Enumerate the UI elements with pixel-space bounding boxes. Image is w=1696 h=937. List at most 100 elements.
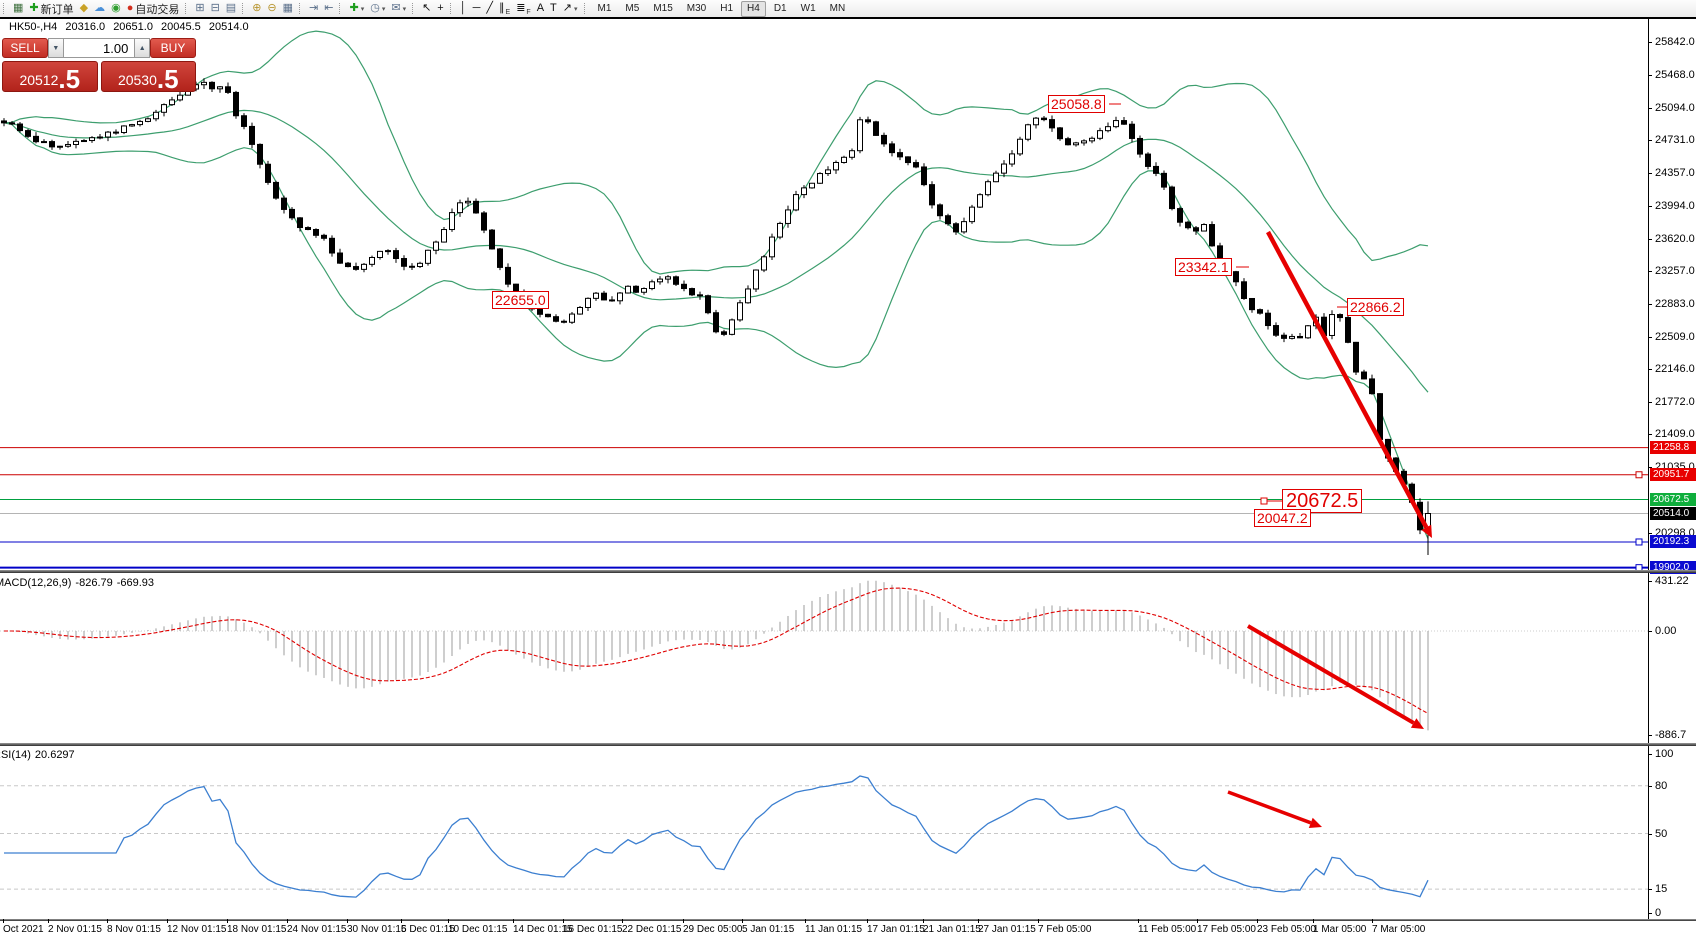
time-axis-tick [1138,919,1139,923]
timeframe-mn[interactable]: MN [829,2,846,14]
high-value: 20651.0 [113,21,153,33]
timeframe-d1[interactable]: D1 [773,2,787,14]
timeframe-m30[interactable]: M30 [686,2,707,14]
price-annotation[interactable]: 22866.2 [1347,298,1404,316]
pane-splitter-rsi[interactable] [0,743,1696,746]
timeframe-w1[interactable]: W1 [800,2,816,14]
zoom-in-icon[interactable]: ⊕ [249,1,264,16]
volume-increase-button[interactable]: ▲ [134,38,151,58]
autotrading-button[interactable]: ● 自动交易 [124,1,183,16]
time-axis-tick [1038,919,1039,923]
vertical-line-icon[interactable]: │ [457,1,470,16]
cursor-icon: ↖ [422,2,432,14]
chart-canvas[interactable] [0,0,1648,920]
ask-price-pips: .5 [156,63,179,94]
timeframe-m15[interactable]: M15 [653,2,673,14]
trend-arrow[interactable] [1246,624,1424,729]
axis-tick [1648,238,1652,240]
open-value: 20316.0 [65,21,106,33]
sell-button[interactable]: SELL [2,38,48,58]
timeframe-h4[interactable]: H4 [741,0,766,17]
price-axis-label: 23620.0 [1655,232,1695,245]
ask-price-panel[interactable]: 20530 .5 [100,61,196,94]
price-annotation[interactable]: 22655.0 [492,291,549,309]
time-axis-label: 11 Jan 01:15 [805,924,863,935]
time-axis-tick [1372,919,1373,923]
time-axis-label: 8 Nov 01:15 [107,924,161,935]
text-icon[interactable]: A [534,1,547,16]
trend-arrow[interactable] [1266,230,1432,538]
fibonacci-icon[interactable]: ≣ F [513,1,534,17]
time-axis-tick [805,919,806,923]
timeframe-m5[interactable]: M5 [625,2,640,14]
candlestick-icon[interactable]: ⊟ [208,1,223,16]
axis-tick [1648,785,1652,787]
time-axis-tick [683,919,684,923]
bid-price-panel[interactable]: 20512 .5 [2,61,98,92]
crosshair-icon[interactable]: + [434,1,446,16]
axis-tick [1648,467,1652,469]
time-axis-label: 7 Mar 05:00 [1372,924,1426,935]
arrows-tool-icon[interactable]: ↗ ▾ [560,1,581,16]
macd-axis-label: -886.7 [1655,728,1687,741]
dropdown-arrow-icon: ▾ [360,5,365,13]
new-chart-icon[interactable]: ▦ [10,1,26,16]
bid-price-pips: .5 [58,63,81,94]
templates-icon[interactable]: ✉ ▾ [388,1,409,16]
toolbar-group-handle[interactable] [339,3,342,14]
price-annotation[interactable]: 25058.8 [1048,95,1105,113]
autotrading-button: ● [126,2,134,14]
time-axis-label: 23 Feb 05:00 [1257,924,1316,935]
auto-scroll-icon[interactable]: ⇤ [321,1,336,16]
timeframe-m1[interactable]: M1 [597,2,612,14]
trendline-icon[interactable]: ╱ [483,1,496,16]
price-axis-label: 25094.0 [1655,102,1695,115]
zoom-in-icon: ⊕ [252,2,262,14]
zoom-out-icon: ⊖ [267,2,277,14]
horizontal-line-icon[interactable]: ─ [470,1,484,16]
market-watch-icon[interactable]: ◆ [77,1,91,16]
price-axis-label: 23994.0 [1655,199,1695,212]
toolbar-group-handle[interactable] [185,3,188,14]
equidistant-channel-icon[interactable]: ∥ E [496,1,513,17]
time-axis-tick [401,919,402,923]
macd-indicator-label: MACD(12,26,9) -826.79 -669.93 [0,577,155,589]
toolbar-group-handle[interactable] [242,3,245,14]
cursor-icon[interactable]: ↖ [419,1,434,16]
fibonacci-icon-letter: F [526,9,531,16]
toolbar-group-handle[interactable] [3,3,6,14]
time-axis-tick [448,919,449,923]
new-order-button[interactable]: ✚ 新订单 [26,1,76,16]
toolbar-group-handle[interactable] [449,3,453,14]
text-label-icon[interactable]: T [547,1,560,16]
toolbar-group-handle[interactable] [299,3,302,14]
volume-decrease-button[interactable]: ▼ [47,38,64,58]
periods-icon[interactable]: ◷ ▾ [367,1,388,16]
volume-input[interactable]: 1.00 [63,38,135,58]
signals-icon[interactable]: ◉ [108,1,124,16]
timeframe-h1[interactable]: H1 [720,2,734,14]
time-axis-label: 10 Dec 01:15 [448,924,508,935]
buy-button[interactable]: BUY [150,38,196,58]
community-icon[interactable]: ☁ [91,1,108,16]
trend-arrow[interactable] [1227,790,1322,828]
pane-splitter-bottom[interactable] [0,919,1696,921]
pane-splitter-macd[interactable] [0,570,1696,573]
price-axis-label: 25468.0 [1655,69,1695,82]
price-tag: 20514.0 [1650,507,1696,520]
line-chart-icon[interactable]: ▤ [223,1,239,16]
axis-tick [1648,369,1652,371]
time-axis-label: 29 Dec 05:00 [683,924,743,935]
bar-chart-icon[interactable]: ⊞ [192,1,207,16]
time-axis-label: 16 Dec 01:15 [563,924,623,935]
indicators-icon[interactable]: ✚ ▾ [346,1,367,16]
price-annotation[interactable]: 20047.2 [1254,509,1311,527]
axis-tick [1648,336,1652,338]
price-annotation[interactable]: 23342.1 [1175,258,1232,276]
time-axis-label: 27 Jan 01:15 [978,924,1036,935]
axis-tick [1648,754,1652,755]
zoom-out-icon[interactable]: ⊖ [264,1,279,16]
toolbar-group-handle[interactable] [412,3,415,14]
chart-shift-icon[interactable]: ⇥ [306,1,321,16]
tile-windows-icon[interactable]: ▦ [280,1,296,16]
